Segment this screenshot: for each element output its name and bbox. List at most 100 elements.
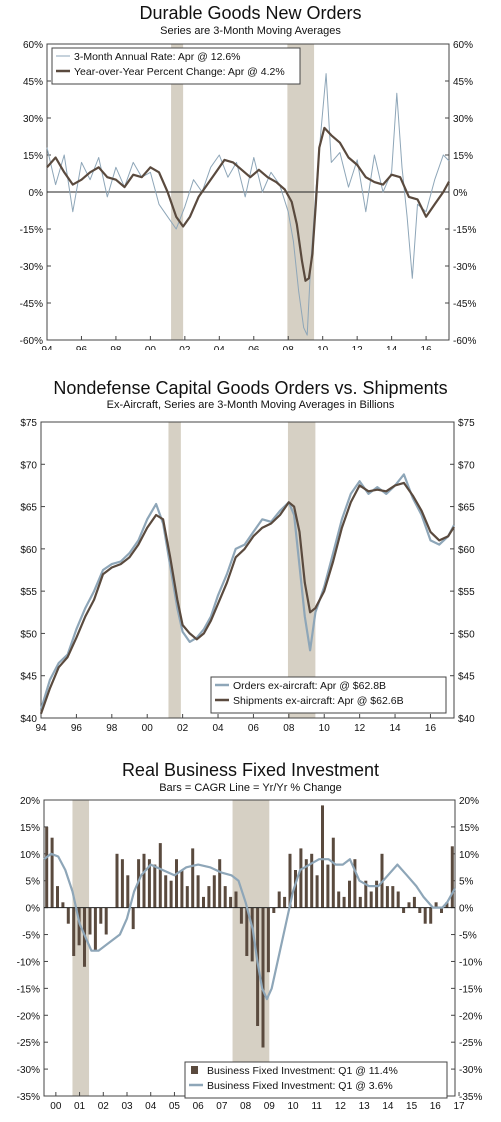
- y-tick-label-right: -10%: [459, 957, 482, 968]
- x-tick-label: 16: [425, 723, 437, 734]
- y-tick-label-left: -30%: [17, 1065, 40, 1076]
- bar: [429, 907, 433, 924]
- y-tick-label-right: $75: [458, 418, 475, 429]
- bar: [391, 886, 395, 908]
- x-tick-label: 01: [74, 1101, 86, 1112]
- y-tick-label-right: $45: [458, 672, 475, 683]
- bar: [337, 891, 341, 908]
- bar: [272, 907, 276, 913]
- bar: [45, 826, 49, 908]
- y-tick-label-left: 10%: [20, 850, 40, 861]
- capital-goods-chart: $75 $75 $70 $70 $65 $65 $60 $60 $55 $55 $50 $50 $45 $…: [20, 418, 475, 734]
- x-tick-label: 13: [359, 1101, 371, 1112]
- series-yoy-line: [43, 852, 456, 1001]
- bar: [180, 870, 184, 908]
- x-tick-label: 00: [145, 345, 157, 350]
- bar: [434, 902, 438, 908]
- recession-band: [72, 800, 90, 1096]
- x-tick-label: 14: [389, 723, 401, 734]
- bar: [450, 846, 454, 908]
- x-tick-label: 15: [406, 1101, 418, 1112]
- legend-label: Year-over-Year Percent Change: Apr @ 4.2…: [74, 66, 285, 78]
- bar: [61, 902, 65, 908]
- bar: [229, 896, 233, 908]
- legend-label: Business Fixed Investment: Q1 @ 11.4%: [207, 1065, 398, 1077]
- x-tick-label: 07: [216, 1101, 228, 1112]
- bar: [342, 896, 346, 908]
- bar: [277, 891, 281, 908]
- x-tick-label: 10: [287, 1101, 299, 1112]
- x-tick-label: 02: [98, 1101, 110, 1112]
- x-tick-label: 96: [76, 345, 88, 350]
- bar: [164, 875, 168, 908]
- y-tick-label-left: $55: [20, 587, 37, 598]
- bar: [88, 907, 92, 935]
- y-tick-label-left: $75: [20, 418, 37, 429]
- bar: [440, 907, 443, 913]
- y-tick-label-left: 0%: [26, 904, 41, 915]
- x-tick-label: 94: [41, 345, 53, 350]
- y-tick-label-right: -5%: [459, 931, 477, 942]
- y-tick-label-left: $60: [20, 545, 37, 556]
- bar: [77, 907, 81, 946]
- bar: [321, 805, 324, 908]
- bar: [223, 886, 227, 908]
- y-tick-label-left: 15%: [23, 151, 43, 162]
- bar: [131, 907, 135, 930]
- y-tick-label-left: -45%: [20, 299, 43, 310]
- x-tick-label: 04: [214, 345, 226, 350]
- x-tick-label: 11: [312, 1101, 323, 1112]
- chart-subtitle: Bars = CAGR Line = Yr/Yr % Change: [159, 782, 342, 794]
- bar: [418, 907, 422, 913]
- bar: [358, 896, 362, 908]
- y-tick-label-right: 5%: [459, 877, 474, 888]
- bar: [385, 886, 389, 908]
- x-tick-label: 04: [145, 1101, 157, 1112]
- bar: [402, 907, 406, 913]
- y-tick-label-right: 10%: [459, 850, 479, 861]
- bar: [294, 870, 297, 908]
- legend-box: [184, 1061, 448, 1099]
- bar: [423, 907, 427, 924]
- y-tick-label-left: -30%: [20, 262, 43, 273]
- x-tick-label: 14: [386, 345, 398, 350]
- y-tick-label-left: 45%: [23, 77, 43, 88]
- y-tick-label-right: 15%: [453, 151, 473, 162]
- y-tick-label-left: 30%: [23, 114, 43, 125]
- y-tick-label-left: -10%: [17, 957, 40, 968]
- bar: [315, 875, 319, 908]
- bar: [115, 853, 119, 908]
- y-tick-label-right: $50: [458, 629, 475, 640]
- recession-band: [287, 422, 316, 718]
- x-tick-label: 08: [240, 1101, 252, 1112]
- chart-title: Nondefense Capital Goods Orders vs. Ship…: [53, 378, 448, 398]
- y-tick-label-right: 20%: [459, 796, 479, 807]
- x-tick-label: 08: [283, 723, 295, 734]
- chart-title: Durable Goods New Orders: [139, 3, 362, 23]
- y-tick-label-left: $40: [20, 714, 37, 725]
- bar: [50, 837, 54, 908]
- y-tick-label-right: 0%: [453, 188, 468, 199]
- y-tick-label-left: $65: [20, 503, 37, 514]
- chart-panel-durable-goods: Durable Goods New Orders Series are 3-Mo…: [0, 0, 501, 350]
- bar: [185, 886, 189, 908]
- x-tick-label: 12: [335, 1101, 347, 1112]
- y-tick-label-right: -15%: [459, 984, 482, 995]
- bar: [104, 907, 108, 935]
- bar: [212, 875, 216, 908]
- y-tick-label-right: 30%: [453, 114, 473, 125]
- bar: [234, 891, 238, 908]
- bar: [266, 907, 270, 973]
- y-tick-label-right: $60: [458, 545, 475, 556]
- y-tick-label-left: $45: [20, 672, 37, 683]
- y-tick-label-right: $65: [458, 503, 475, 514]
- legend-label: 3-Month Annual Rate: Apr @ 12.6%: [74, 51, 241, 63]
- bar: [66, 907, 70, 924]
- plot-frame: [40, 421, 455, 719]
- bar: [207, 886, 211, 908]
- bar: [304, 859, 308, 908]
- y-tick-label-right: 0%: [459, 904, 474, 915]
- series-yoy-change: [46, 126, 450, 282]
- y-tick-label-left: 15%: [20, 823, 40, 834]
- x-tick-label: 17: [453, 1101, 465, 1112]
